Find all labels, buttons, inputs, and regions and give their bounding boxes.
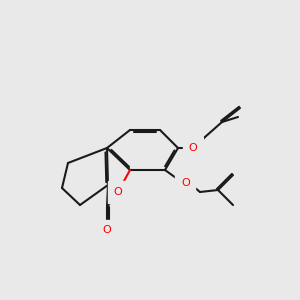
Text: O: O xyxy=(181,178,190,188)
Text: O: O xyxy=(189,143,197,153)
Text: O: O xyxy=(114,187,122,197)
Text: O: O xyxy=(103,225,111,236)
